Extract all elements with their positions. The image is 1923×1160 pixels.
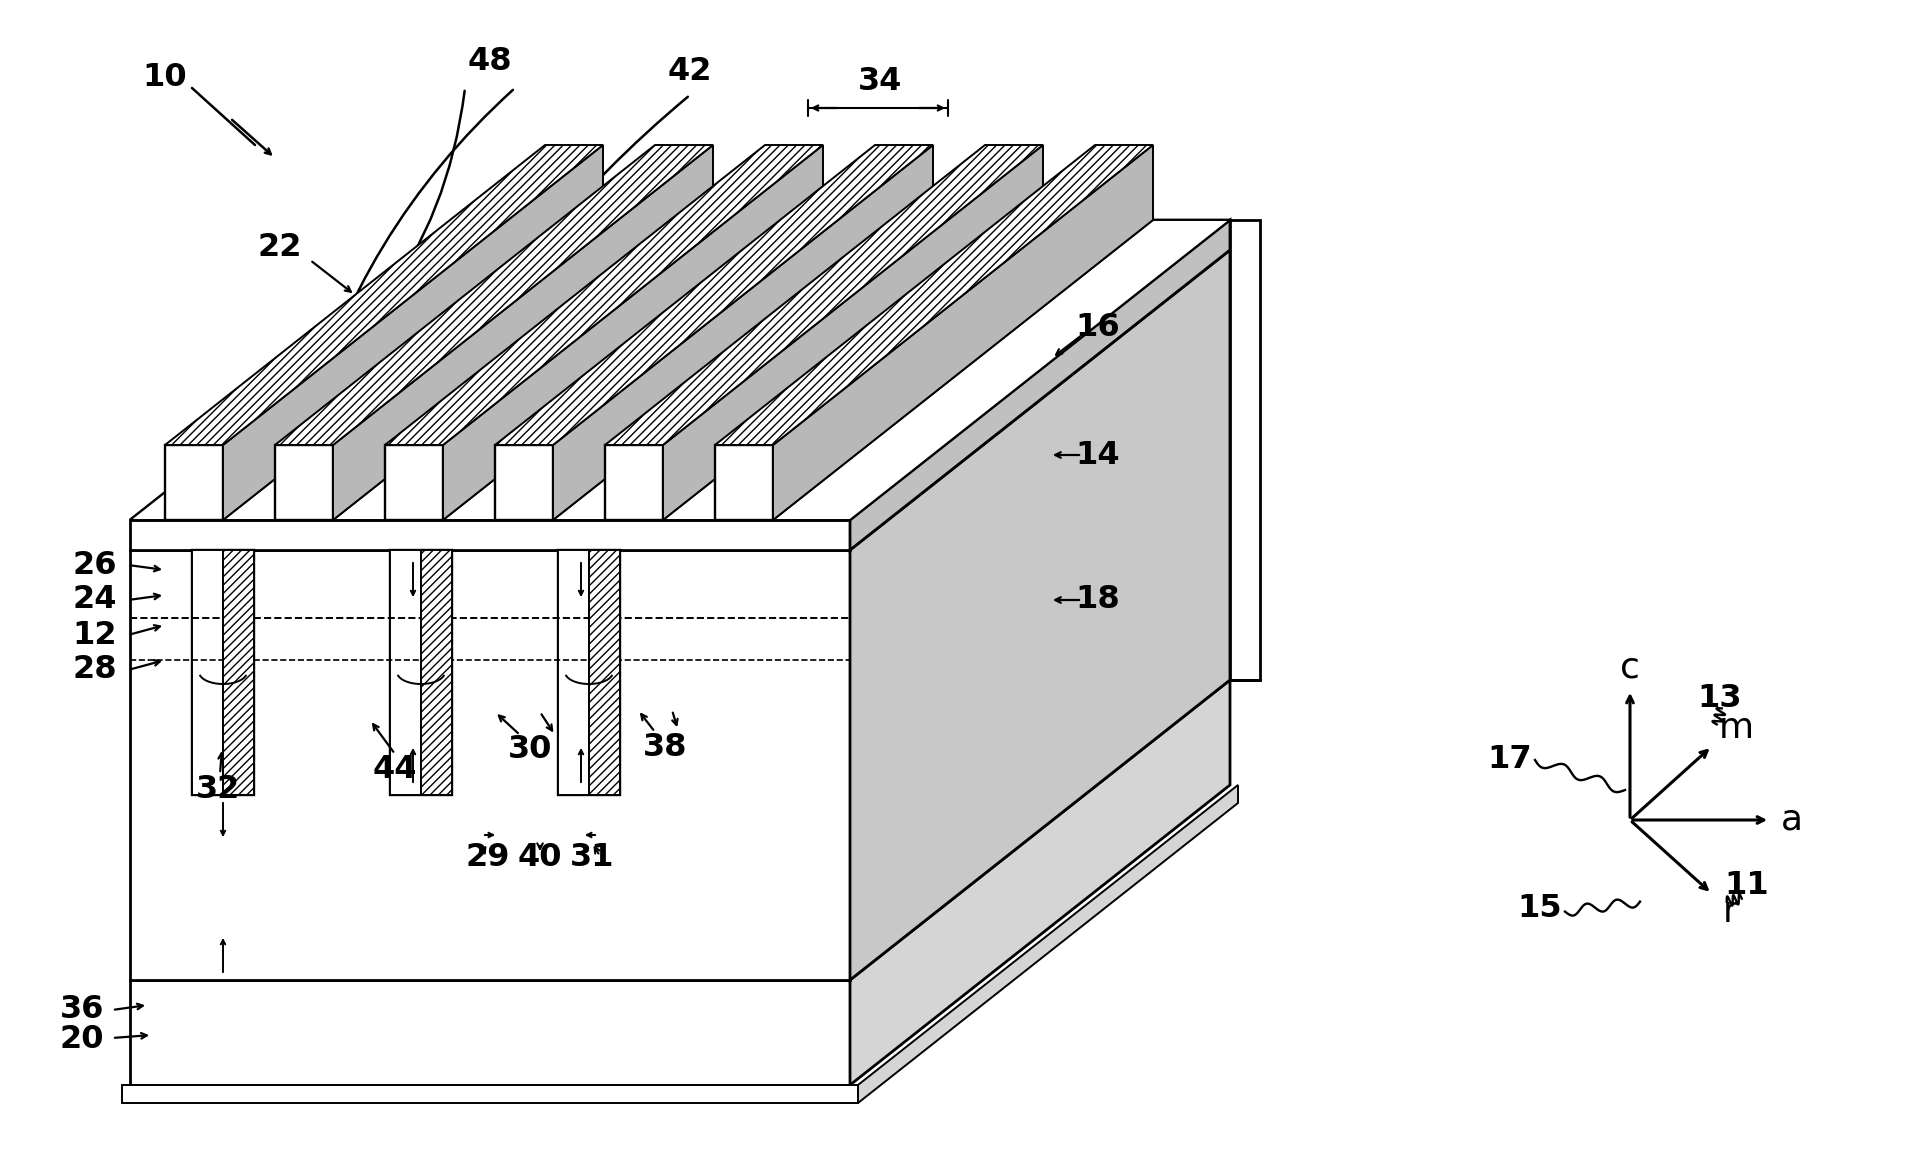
Polygon shape [606,445,663,520]
Polygon shape [223,220,656,520]
Polygon shape [333,220,765,520]
Polygon shape [606,145,1042,445]
Polygon shape [558,550,619,795]
Text: m: m [1719,711,1754,746]
Polygon shape [131,680,1231,980]
Text: 30: 30 [508,734,552,766]
Polygon shape [223,145,604,520]
Text: 48: 48 [467,46,512,78]
Polygon shape [223,550,254,795]
Polygon shape [165,145,604,445]
Text: 42: 42 [667,57,712,87]
Text: 10: 10 [142,63,187,94]
Polygon shape [131,220,1231,520]
Polygon shape [773,220,1231,520]
Polygon shape [390,550,421,795]
Polygon shape [850,251,1231,980]
Polygon shape [131,550,850,980]
Text: 15: 15 [1517,893,1561,925]
Text: 31: 31 [569,842,613,873]
Text: 40: 40 [517,842,562,873]
Polygon shape [385,445,442,520]
Text: 36: 36 [60,994,104,1025]
Polygon shape [858,785,1238,1103]
Text: 14: 14 [1075,440,1121,471]
Text: 38: 38 [642,732,687,763]
Polygon shape [1231,220,1260,680]
Polygon shape [558,550,588,795]
Polygon shape [663,220,1094,520]
Polygon shape [494,145,933,445]
Polygon shape [715,445,773,520]
Polygon shape [663,145,1042,520]
Polygon shape [554,145,933,520]
Polygon shape [850,220,1231,550]
Text: 22: 22 [258,232,302,263]
Polygon shape [192,550,254,795]
Text: 20: 20 [60,1024,104,1056]
Text: 13: 13 [1698,683,1742,713]
Text: 18: 18 [1075,585,1121,616]
Polygon shape [131,520,850,550]
Polygon shape [850,680,1231,1085]
Text: 16: 16 [1075,312,1121,343]
Polygon shape [554,220,985,520]
Polygon shape [275,445,333,520]
Polygon shape [442,145,823,520]
Text: 34: 34 [858,66,902,97]
Polygon shape [165,445,223,520]
Text: 29: 29 [465,842,510,873]
Text: 17: 17 [1488,745,1533,776]
Polygon shape [192,550,223,795]
Text: 12: 12 [73,619,117,651]
Polygon shape [385,145,823,445]
Text: 44: 44 [373,754,417,785]
Text: 32: 32 [196,775,240,805]
Polygon shape [275,145,713,445]
Polygon shape [588,550,619,795]
Polygon shape [494,445,554,520]
Text: 26: 26 [73,550,117,580]
Polygon shape [390,550,452,795]
Polygon shape [421,550,452,795]
Polygon shape [773,145,1154,520]
Polygon shape [131,220,544,520]
Polygon shape [121,1085,858,1103]
Text: r: r [1723,894,1736,929]
Polygon shape [442,220,875,520]
Polygon shape [131,980,850,1085]
Text: 28: 28 [73,654,117,686]
Text: a: a [1781,803,1804,838]
Text: c: c [1619,651,1640,686]
Polygon shape [715,145,1154,445]
Text: 11: 11 [1725,870,1769,901]
Text: 24: 24 [73,585,117,616]
Polygon shape [333,145,713,520]
